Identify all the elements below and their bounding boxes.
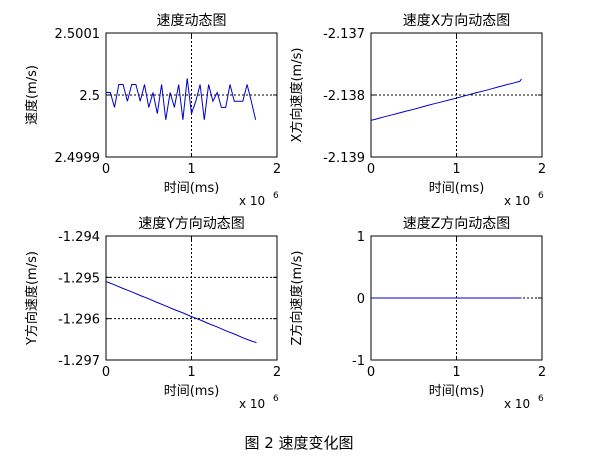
- y-tick-label: -1.294: [58, 230, 100, 245]
- chart-title: 速度Z方向动态图: [403, 216, 511, 232]
- y-tick-label: -2.138: [323, 89, 365, 104]
- y-tick-label: 2.5001: [55, 27, 101, 42]
- x-axis-exponent: 6: [273, 191, 279, 201]
- y-tick-label: -1.295: [58, 271, 100, 286]
- x-tick-label: 0: [102, 162, 110, 177]
- chart-panel-3: 0 1 2 -1.297 -1.296 -1.295 -1.294 速度Y方向动态图时间(ms…: [24, 216, 281, 411]
- y-tick-label: 2.4999: [55, 151, 101, 166]
- x-tick-label: 1: [452, 162, 460, 177]
- y-tick-label: -2.137: [323, 27, 365, 42]
- x-tick-label: 1: [452, 365, 460, 380]
- y-axis-label: X方向速度(m/s): [289, 48, 305, 143]
- series-line: [106, 78, 257, 120]
- x-tick-label: 0: [367, 162, 375, 177]
- x-axis-label: 时间(ms): [164, 384, 220, 399]
- x-tick-label: 0: [102, 365, 110, 380]
- y-axis-label: Y方向速度(m/s): [24, 251, 40, 346]
- x-tick-label: 1: [187, 162, 195, 177]
- y-tick-label: 1: [357, 230, 365, 245]
- chart-title: 速度X方向动态图: [403, 13, 511, 29]
- series-line: [370, 78, 522, 121]
- y-tick-label: -1.296: [58, 313, 100, 328]
- x-tick-label: 2: [538, 162, 546, 177]
- y-tick-label: -2.139: [323, 151, 365, 166]
- x-axis-label: 时间(ms): [429, 181, 485, 196]
- chart-title: 速度Y方向动态图: [138, 216, 245, 232]
- x-tick-label: 1: [187, 365, 195, 380]
- x-tick-label: 2: [273, 162, 281, 177]
- x-axis-multiplier: x 10: [239, 194, 265, 208]
- x-axis-multiplier: x 10: [504, 397, 530, 411]
- x-axis-exponent: 6: [538, 191, 544, 201]
- x-tick-label: 2: [273, 365, 281, 380]
- y-tick-label: -1.297: [58, 354, 100, 369]
- figure-caption: 图 2 速度变化图: [244, 434, 354, 452]
- y-axis-label: 速度(m/s): [24, 65, 40, 125]
- x-axis-label: 时间(ms): [164, 181, 220, 196]
- y-axis-label: Z方向速度(m/s): [289, 251, 305, 346]
- x-axis-multiplier: x 10: [504, 194, 530, 208]
- series-line: [105, 281, 257, 344]
- x-axis-label: 时间(ms): [429, 384, 485, 399]
- x-tick-label: 2: [538, 365, 546, 380]
- x-axis-multiplier: x 10: [239, 397, 265, 411]
- y-tick-label: 2.5: [79, 89, 100, 104]
- x-tick-label: 0: [367, 365, 375, 380]
- chart-title: 速度动态图: [157, 13, 227, 29]
- x-axis-exponent: 6: [273, 394, 279, 404]
- y-tick-label: -1: [352, 354, 365, 369]
- x-axis-exponent: 6: [538, 394, 544, 404]
- y-tick-label: 0: [357, 292, 365, 307]
